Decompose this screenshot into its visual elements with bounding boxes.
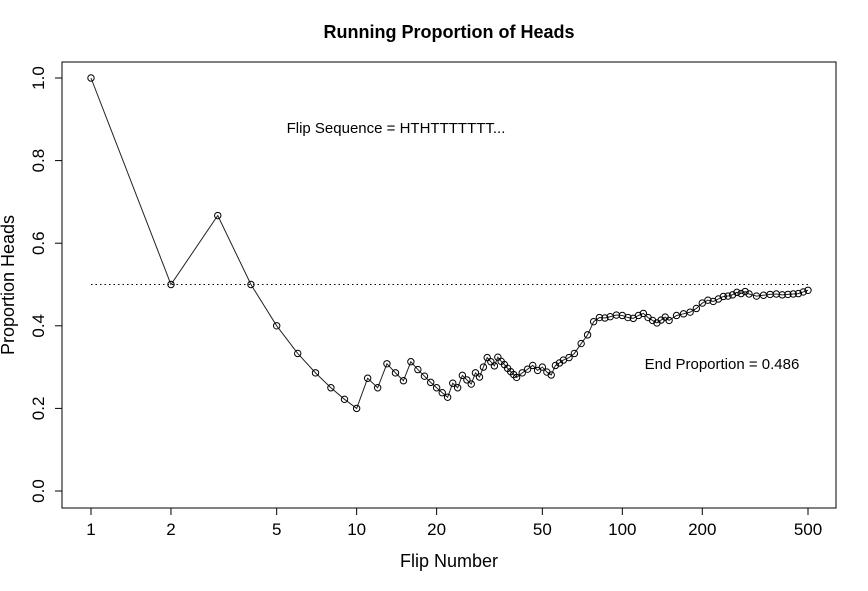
y-tick-label: 0.6: [29, 231, 48, 255]
chart-title: Running Proportion of Heads: [324, 22, 575, 42]
flip-sequence-annotation: Flip Sequence = HTHTTTTTTT...: [287, 120, 506, 137]
data-point: [570, 349, 579, 358]
x-tick-label: 50: [533, 520, 552, 539]
data-point: [595, 313, 604, 322]
data-point: [483, 353, 491, 362]
axes-layer: 1 2 5 10 20 50 100 200 500 0.0 0.2 0.4 0.6 0.8 1.0: [29, 66, 822, 539]
data-point: [679, 310, 688, 318]
data-point: [453, 384, 462, 392]
data-point: [87, 74, 95, 82]
data-point: [648, 316, 657, 325]
data-point: [547, 371, 555, 379]
y-tick-label: 1.0: [29, 66, 48, 90]
data-point: [479, 363, 488, 371]
x-tick-label: 10: [347, 520, 366, 539]
end-proportion-annotation: End Proportion = 0.486: [645, 356, 800, 373]
data-point: [399, 377, 408, 385]
x-tick-label: 5: [272, 520, 281, 539]
x-tick-label: 100: [608, 520, 636, 539]
data-point: [458, 371, 467, 380]
data-point: [789, 290, 797, 298]
y-tick-label: 0.2: [29, 397, 48, 421]
data-point: [311, 369, 320, 377]
data-point: [167, 280, 175, 289]
data-point: [391, 369, 400, 377]
data-point: [784, 290, 792, 299]
data-point: [698, 299, 706, 307]
data-point: [799, 288, 807, 296]
data-point: [518, 369, 526, 377]
data-point: [427, 378, 435, 387]
data-point: [432, 384, 441, 392]
data-point: [601, 314, 609, 322]
data-point: [752, 292, 761, 300]
data-point: [420, 372, 429, 380]
data-point: [463, 376, 471, 384]
y-tick-label: 0.4: [29, 314, 48, 338]
data-point: [467, 380, 475, 388]
data-point: [529, 361, 537, 370]
data-point: [741, 287, 749, 296]
data-point: [538, 363, 547, 371]
y-tick-label: 0.0: [29, 479, 48, 503]
data-point: [692, 304, 701, 313]
x-tick-label: 200: [688, 520, 716, 539]
x-tick-label: 500: [794, 520, 822, 539]
data-point: [583, 331, 592, 339]
data-point: [737, 289, 745, 298]
data-point: [804, 286, 812, 294]
x-tick-label: 20: [427, 520, 446, 539]
x-tick-label: 2: [166, 520, 175, 539]
data-point: [733, 288, 741, 297]
data-point: [272, 322, 281, 330]
data-point: [551, 361, 560, 370]
data-point: [414, 365, 422, 374]
data-point: [438, 389, 446, 397]
data-point: [728, 291, 737, 299]
series-layer: [87, 74, 812, 413]
data-point: [294, 349, 302, 358]
data-point: [686, 308, 694, 316]
x-axis-label: Flip Number: [400, 551, 498, 571]
data-point: [490, 362, 499, 370]
data-point: [745, 290, 753, 298]
data-point: [471, 369, 480, 377]
data-point: [639, 309, 648, 318]
data-point: [407, 358, 415, 366]
x-tick-label: 1: [86, 520, 95, 539]
data-point: [565, 353, 573, 362]
data-point: [214, 211, 222, 220]
data-point: [704, 296, 712, 304]
data-point: [247, 280, 255, 289]
data-point: [340, 395, 349, 404]
data-point: [352, 404, 361, 413]
data-point: [475, 373, 484, 381]
data-point: [373, 384, 382, 392]
data-point: [778, 291, 786, 299]
data-point: [327, 384, 335, 392]
data-point: [665, 316, 673, 325]
data-point: [794, 289, 803, 298]
data-point: [624, 313, 632, 322]
y-tick-label: 0.8: [29, 149, 48, 173]
data-point: [634, 311, 643, 320]
data-point: [672, 311, 681, 320]
data-point: [443, 393, 452, 401]
data-point: [512, 373, 521, 382]
data-point: [363, 374, 372, 382]
data-point: [383, 360, 391, 368]
data-point: [724, 292, 732, 300]
y-axis-label: Proportion Heads: [0, 215, 18, 355]
data-point: [523, 365, 532, 373]
data-point: [719, 292, 728, 301]
data-point: [577, 339, 585, 348]
data-point: [449, 379, 457, 387]
data-point: [589, 317, 598, 326]
